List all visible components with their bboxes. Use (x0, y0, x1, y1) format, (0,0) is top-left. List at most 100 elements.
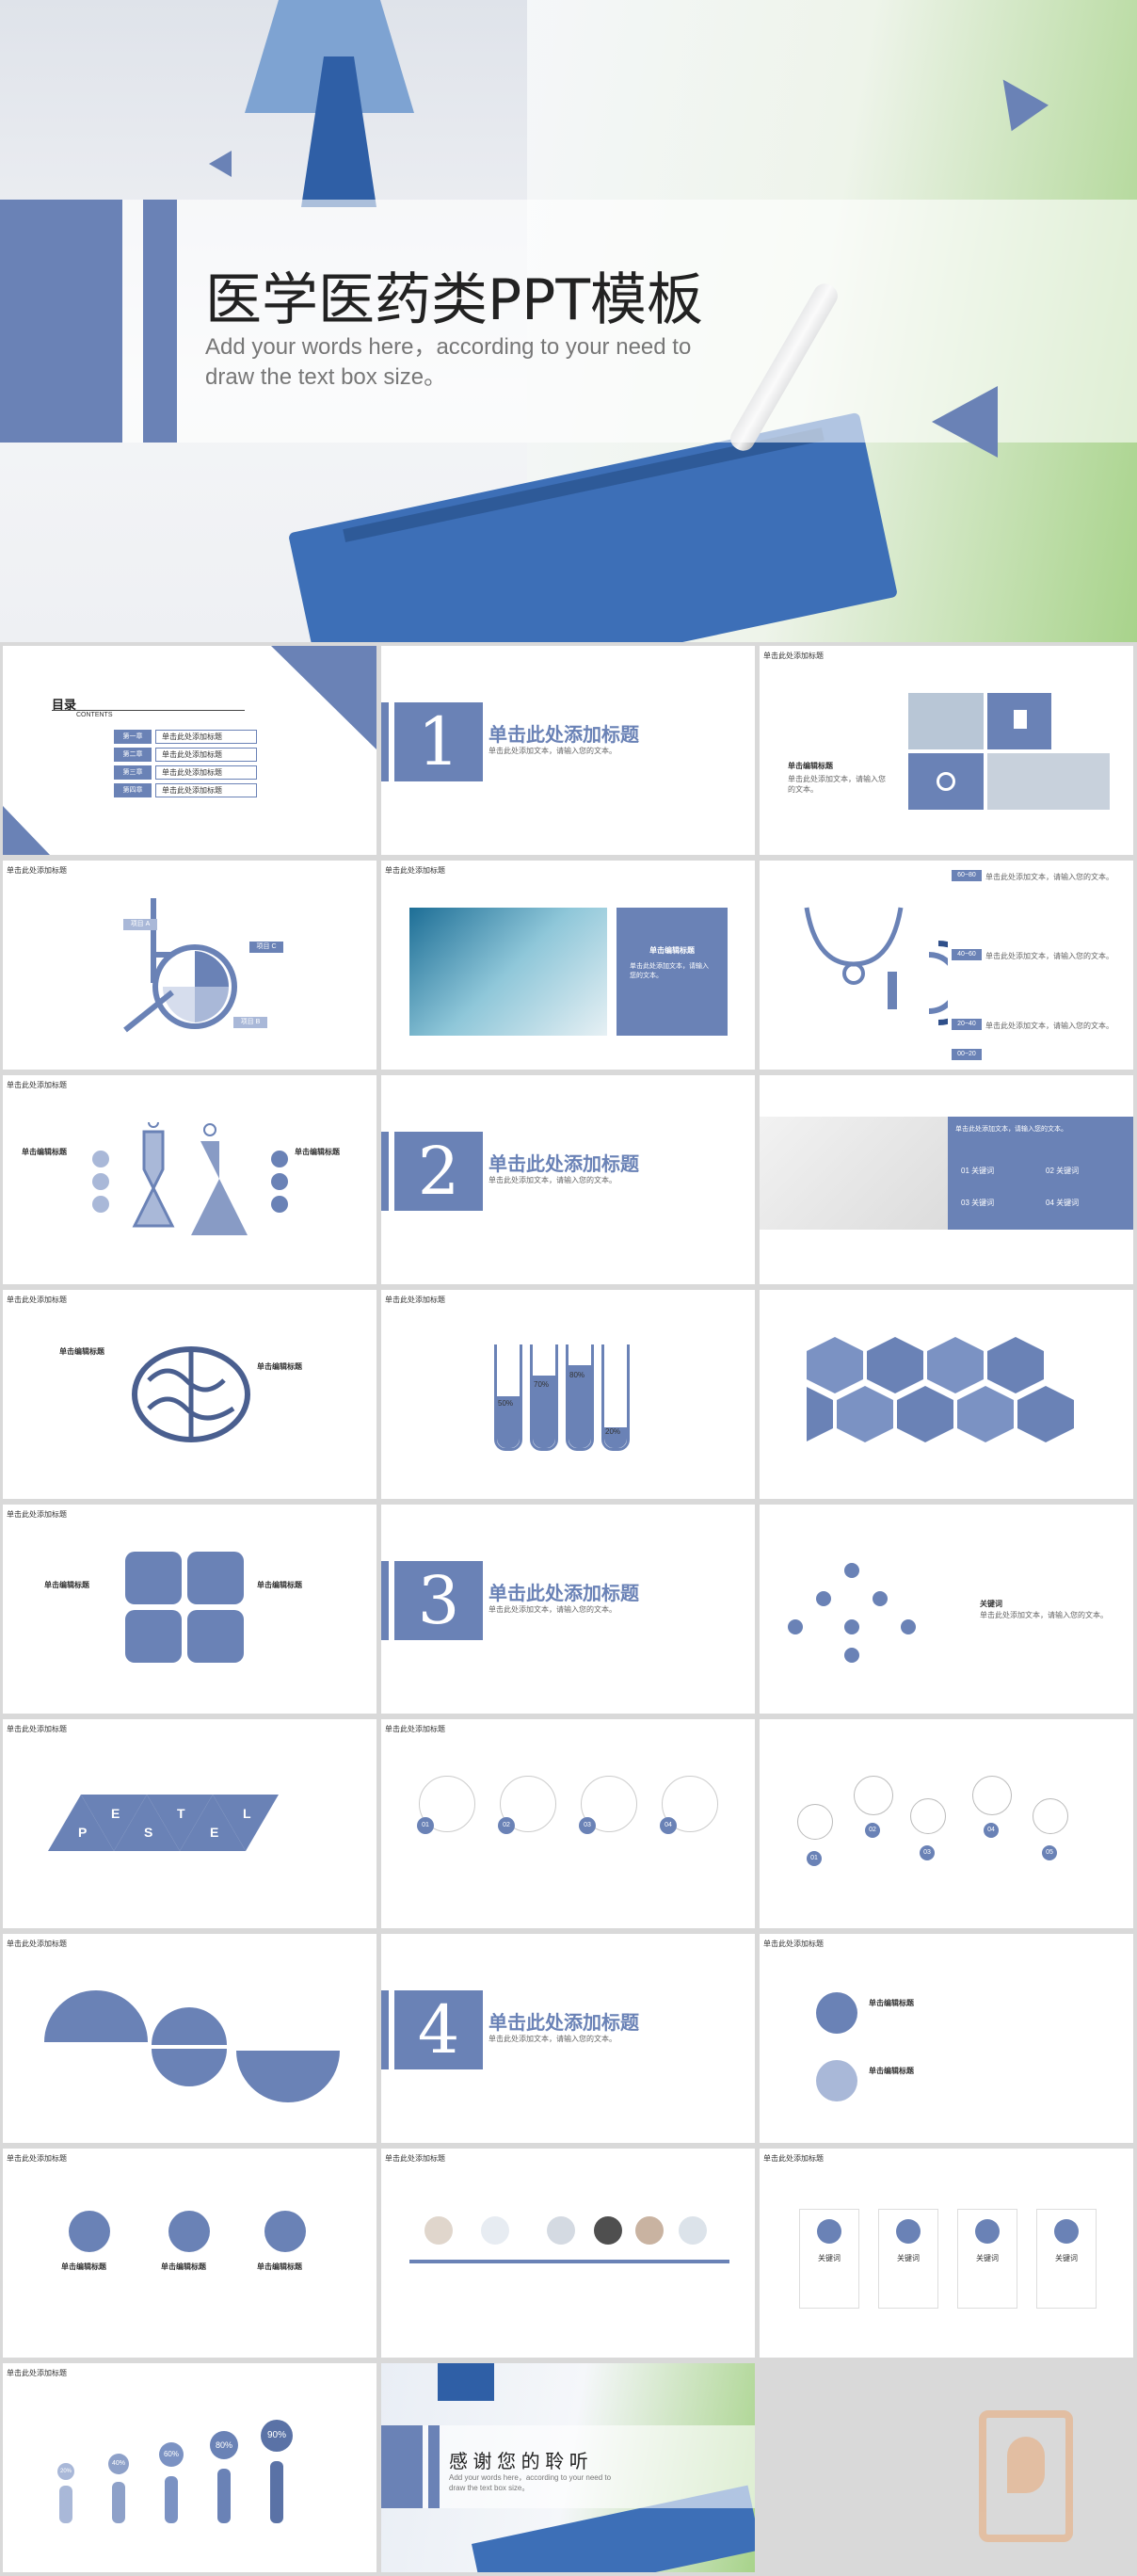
slide-tag: 单击此处添加标题 (7, 1296, 67, 1304)
slide-section-3[interactable]: 3 单击此处添加标题 单击此处添加文本，请输入您的文本。 (381, 1505, 755, 1714)
accent-block (381, 2425, 423, 2508)
slide-tag: 单击此处添加标题 (7, 1081, 67, 1089)
person-icon (165, 2476, 178, 2523)
slide-photo-grid[interactable]: 单击此处添加标题 单击编辑标题 单击此处添加文本，请输入您的文本。 (760, 646, 1133, 855)
tube-percent: 70% (534, 1380, 550, 1389)
target-icon (236, 2051, 340, 2102)
slide-section-4[interactable]: 4 单击此处添加标题 单击此处添加文本，请输入您的文本。 (381, 1934, 755, 2143)
slide-hexagons[interactable] (760, 1290, 1133, 1499)
slide-toc[interactable]: 目录 CONTENTS 第一章 单击此处添加标题 第二章 单击此处添加标题 第三… (3, 646, 376, 855)
section-number: 4 (394, 1990, 483, 2069)
section-desc: 单击此处添加文本，请输入您的文本。 (488, 747, 617, 755)
slide-four-cards[interactable]: 单击此处添加标题 关键词 关键词 关键词 关键词 (760, 2149, 1133, 2358)
thanks-title: 感 谢 您 的 聆 听 (449, 2452, 588, 2472)
puzzle-piece (187, 1610, 244, 1663)
toc-item[interactable]: 第三章 单击此处添加标题 (114, 765, 257, 780)
slide-pestel[interactable]: 单击此处添加标题 P E S T E L (3, 1719, 376, 1928)
toc-list: 第一章 单击此处添加标题 第二章 单击此处添加标题 第三章 单击此处添加标题 第… (114, 730, 257, 797)
puzzle-piece (125, 1552, 182, 1604)
slide-puzzle[interactable]: 单击此处添加标题 单击编辑标题 单击编辑标题 (3, 1505, 376, 1714)
slide-wheelchair-chart[interactable]: 单击此处添加标题 项目 C 项目 A 项目 B (3, 861, 376, 1070)
toc-item[interactable]: 第一章 单击此处添加标题 (114, 730, 257, 744)
slide-icon-cluster[interactable]: 关键词 单击此处添加文本，请输入您的文本。 (760, 1505, 1133, 1714)
flask-icon (92, 1196, 109, 1213)
edit-title: 单击编辑标题 (295, 1148, 340, 1156)
clock-icon-tile (908, 753, 984, 810)
check-icon (901, 1619, 916, 1634)
timeline-number: 01 (807, 1851, 822, 1866)
p-logo-letter (1007, 2437, 1045, 2493)
toc-item[interactable]: 第四章 单击此处添加标题 (114, 783, 257, 797)
toc-item-text: 单击此处添加标题 (155, 783, 257, 797)
toc-item-text: 单击此处添加标题 (155, 748, 257, 762)
toc-item-num: 第二章 (114, 748, 152, 762)
section-bar (381, 1990, 389, 2069)
star-icon (873, 1591, 888, 1606)
slide-semicircles[interactable]: 单击此处添加标题 (3, 1934, 376, 2143)
edit-title: 单击编辑标题 (869, 1999, 914, 2007)
slide-brain[interactable]: 单击此处添加标题 单击编辑标题 单击编辑标题 (3, 1290, 376, 1499)
section-number: 1 (394, 702, 483, 781)
tube-fill (497, 1396, 520, 1448)
hero-title: 医学医药类PPT模板 (205, 267, 704, 333)
thanks-line-1: Add your words here，according to your ne… (449, 2473, 612, 2482)
flask-illustration (132, 1122, 248, 1235)
slide-thumbs[interactable]: 单击此处添加标题 单击编辑标题 单击编辑标题 (760, 1934, 1133, 2143)
triangle-deco-small (209, 151, 232, 177)
slide-tag: 单击此处添加标题 (7, 2154, 67, 2163)
slide-timeline-bubbles[interactable]: 01 02 03 04 05 (760, 1719, 1133, 1928)
toc-item[interactable]: 第二章 单击此处添加标题 (114, 748, 257, 762)
test-tube (494, 1344, 522, 1451)
pestel-letter: T (177, 1806, 185, 1821)
pen-icon (788, 1619, 803, 1634)
pestel-letter: L (243, 1806, 251, 1821)
photo-circle (679, 2216, 707, 2245)
edit-title: 单击编辑标题 (257, 1362, 302, 1371)
thumbs-down-icon (816, 2060, 857, 2101)
keyword-item: 03 关键词 (961, 1199, 995, 1207)
document-icon (1014, 710, 1027, 729)
slide-photo-timeline[interactable]: 单击此处添加标题 (381, 2149, 755, 2358)
card-label: 关键词 (897, 2254, 920, 2262)
scale-icon (271, 1173, 288, 1190)
edit-title: 单击编辑标题 (59, 1347, 104, 1356)
cloud-icon (844, 1563, 859, 1578)
photo-team (987, 753, 1110, 810)
hero-subtitle-1: Add your words here，according to your ne… (205, 334, 692, 360)
chart-tag-b: 项目 B (233, 1017, 267, 1028)
percent-badge: 40% (108, 2454, 129, 2474)
hexagon-grid (807, 1337, 1074, 1442)
brain-illustration (132, 1346, 250, 1442)
triangle-deco-top (985, 66, 1049, 132)
keyword-desc: 单击此处添加文本，请输入您的文本。 (980, 1611, 1108, 1619)
megaphone-icon (69, 2211, 110, 2252)
database-icon (581, 1776, 637, 1832)
slide-section-1[interactable]: 1 单击此处添加标题 单击此处添加文本，请输入您的文本。 (381, 646, 755, 855)
tube-percent: 20% (605, 1427, 621, 1436)
cup-icon (271, 1151, 288, 1167)
slide-stethoscope[interactable]: 60~80 40~60 20~40 00~20 单击此处添加文本，请输入您的文本… (760, 861, 1133, 1070)
slide-three-icons[interactable]: 单击此处添加标题 单击编辑标题 单击编辑标题 单击编辑标题 (3, 2149, 376, 2358)
slide-keywords-photo[interactable]: 单击此处添加文本，请输入您的文本。 01 关键词 02 关键词 03 关键词 0… (760, 1075, 1133, 1284)
timeline-number: 02 (865, 1823, 880, 1838)
slide-section-2[interactable]: 2 单击此处添加标题 单击此处添加文本，请输入您的文本。 (381, 1075, 755, 1284)
slide-flasks[interactable]: 单击此处添加标题 单击编辑标题 单击编辑标题 (3, 1075, 376, 1284)
range-desc: 单击此处添加文本，请输入您的文本。 (985, 1022, 1113, 1030)
section-title: 单击此处添加标题 (488, 725, 639, 746)
chart-tag-a: 项目 A (123, 919, 157, 930)
card: 关键词 (878, 2209, 938, 2309)
section-number: 2 (394, 1132, 483, 1211)
tube-fill (533, 1376, 555, 1448)
pestel-letter: E (111, 1806, 120, 1821)
slide-test-tubes[interactable]: 单击此处添加标题 50% 70% 80% 20% (381, 1290, 755, 1499)
slide-people-percent[interactable]: 单击此处添加标题 20% 40% 60% 80% 90% (3, 2363, 376, 2572)
slide-lab-photo[interactable]: 单击此处添加标题 单击编辑标题 单击此处添加文本，请输入您的文本。 (381, 861, 755, 1070)
slide-four-circles[interactable]: 单击此处添加标题 01 02 03 04 (381, 1719, 755, 1928)
slide-thanks[interactable]: 感 谢 您 的 聆 听 Add your words here，accordin… (381, 2363, 755, 2572)
panel-desc: 单击此处添加文本，请输入您的文本。 (630, 963, 709, 979)
timeline-bar (409, 2260, 729, 2263)
triangle-corner (271, 646, 376, 749)
slide-tag: 单击此处添加标题 (385, 2154, 445, 2163)
wheelchair-chart (123, 898, 237, 1033)
section-desc: 单击此处添加文本，请输入您的文本。 (488, 2035, 617, 2043)
